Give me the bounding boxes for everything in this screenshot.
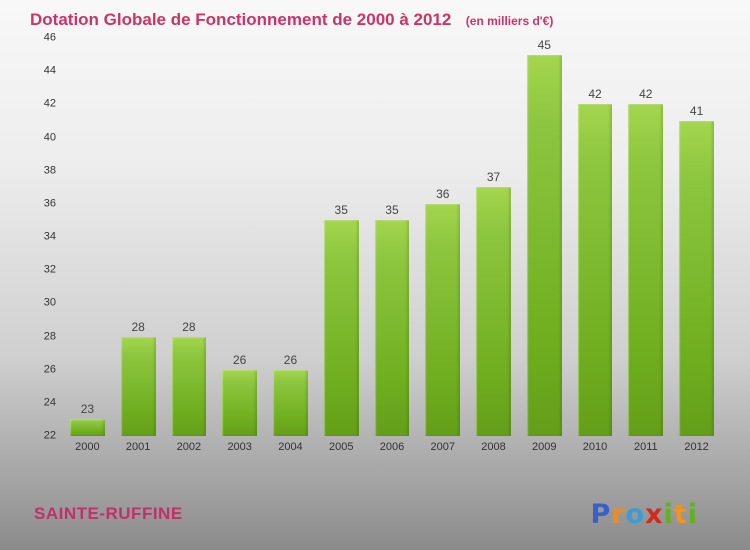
title-row: Dotation Globale de Fonctionnement de 20…	[0, 0, 750, 30]
y-axis-label: 26	[43, 363, 56, 376]
bar	[273, 369, 308, 436]
commune-name: SAINTE-RUFFINE	[34, 504, 183, 523]
y-axis-label: 30	[43, 296, 56, 309]
x-axis-label: 2002	[176, 441, 202, 453]
bar-value-label: 35	[334, 203, 348, 218]
x-axis-label: 2012	[684, 441, 709, 453]
y-axis-label: 32	[43, 263, 56, 276]
logo-letter: i	[687, 499, 698, 530]
x-axis-label: 2006	[379, 441, 405, 453]
x-axis-label: 2007	[430, 441, 455, 453]
bar-value-label: 37	[486, 170, 501, 185]
logo-letter: o	[625, 499, 646, 530]
x-axis-label: 2005	[328, 441, 354, 453]
x-axis-label: 2009	[532, 441, 557, 453]
y-axis-label: 22	[43, 429, 56, 442]
bar-group: 35	[323, 38, 359, 436]
y-axis-label: 36	[43, 197, 56, 210]
bar	[628, 104, 664, 436]
bar	[171, 336, 207, 436]
bar	[70, 419, 105, 436]
logo-letter: t	[673, 499, 688, 530]
bar	[577, 104, 613, 436]
bar-group: 28	[120, 38, 156, 436]
bar-group: 35	[374, 38, 410, 436]
y-axis-label: 42	[43, 97, 56, 110]
bar-value-label: 35	[385, 203, 399, 218]
bar-group: 42	[628, 38, 664, 436]
chart: 46 44 42 40 38 36 34 32 30 28 26 24 22 23 28 28 26 26 35 3…	[34, 32, 722, 453]
bar-value-label: 41	[689, 103, 704, 118]
x-axis-label: 2011	[633, 441, 658, 453]
x-axis-label: 2004	[278, 441, 303, 453]
y-axis-label: 34	[43, 230, 56, 243]
bar-value-label: 45	[537, 37, 551, 52]
bar-value-label: 36	[436, 186, 450, 201]
y-axis-label: 44	[43, 64, 56, 77]
page-subtitle: (en milliers d'€)	[465, 14, 554, 28]
bar-group: 45	[526, 37, 562, 436]
bar-group: 28	[171, 38, 207, 436]
bar-group: 23	[70, 38, 105, 436]
bar	[222, 369, 258, 436]
bar-value-label: 23	[80, 402, 95, 417]
bar-value-label: 28	[182, 319, 196, 334]
logo-letter: x	[645, 499, 664, 530]
bar	[323, 220, 359, 436]
bar	[425, 203, 461, 436]
logo-letter: P	[590, 499, 612, 530]
x-axis-label: 2010	[582, 441, 608, 453]
bar	[476, 187, 511, 436]
bar-value-label: 42	[639, 87, 653, 102]
bar-value-label: 26	[233, 352, 247, 367]
x-axis-label: 2008	[481, 441, 506, 453]
logo-letter: r	[611, 499, 626, 530]
y-axis-label: 46	[43, 31, 56, 44]
y-axis-label: 38	[43, 164, 56, 177]
bar-group: 37	[476, 38, 511, 436]
bar	[374, 220, 410, 436]
bar	[679, 120, 714, 436]
bar-value-label: 28	[131, 319, 145, 334]
x-axis-label: 2000	[75, 441, 100, 453]
bar	[120, 336, 156, 436]
x-axis-label: 2001	[125, 441, 151, 453]
bar-group: 36	[425, 38, 461, 436]
bar-value-label: 42	[588, 87, 602, 102]
bar-group: 42	[577, 38, 613, 436]
x-axis: 2000 2001 2002 2003 2004 2005 2006 2007 2008 2009…	[62, 441, 722, 453]
y-axis: 46 44 42 40 38 36 34 32 30 28 26 24 22	[34, 32, 62, 441]
bar	[526, 54, 562, 436]
bar-group: 26	[273, 38, 308, 436]
bar-group: 26	[222, 38, 258, 436]
bar-group: 41	[679, 38, 714, 436]
y-axis-label: 28	[43, 330, 56, 342]
plot-column: 23 28 28 26 26 35 35 36 37 45 42 42 41 2000 2001 2002 2…	[62, 38, 722, 453]
y-axis-label: 24	[43, 396, 56, 409]
logo-letter: i	[663, 499, 674, 530]
proxiti-logo[interactable]: Proxiti	[590, 499, 698, 530]
x-axis-label: 2003	[227, 441, 252, 453]
page-title: Dotation Globale de Fonctionnement de 20…	[30, 10, 452, 29]
bar-value-label: 26	[283, 352, 298, 367]
bars: 23 28 28 26 26 35 35 36 37 45 42 42 41	[62, 38, 722, 436]
y-axis-label: 40	[43, 131, 56, 143]
